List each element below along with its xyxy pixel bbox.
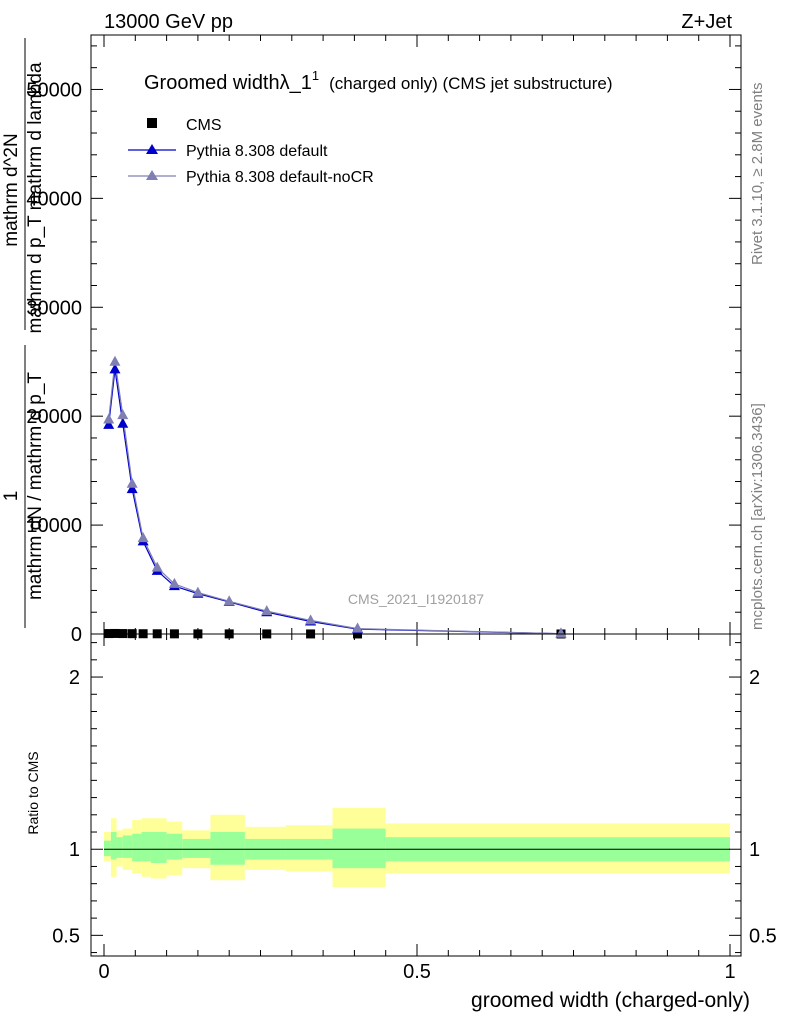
main-y-tick-label: 20000 <box>26 406 82 428</box>
series-line-2 <box>108 361 562 635</box>
main-y-tick-label: 0 <box>71 624 82 646</box>
series-2-point <box>261 605 273 616</box>
ratio-y-tick-label: 0.5 <box>52 925 80 947</box>
stat-uncertainty-band <box>210 832 245 865</box>
series-1-point <box>103 418 115 429</box>
ratio-ylabel: Ratio to CMS <box>25 751 41 834</box>
series-2-point <box>103 413 115 424</box>
ratio-plot-frame <box>90 633 742 957</box>
main-y-tick-label: 40000 <box>26 188 82 210</box>
series-2-point <box>305 614 317 625</box>
main-y-tick-label: 10000 <box>26 515 82 537</box>
plot-title-sup: 1 <box>312 68 319 83</box>
legend-label-pythia-default: Pythia 8.308 default <box>186 143 328 160</box>
plot-title-main: Groomed widthλ_1 <box>144 72 312 94</box>
legend-marker-pythia-default <box>146 144 158 154</box>
stat-uncertainty-band <box>122 835 133 858</box>
stat-uncertainty-band <box>150 832 167 864</box>
ylabel-numerator-1: 1 <box>1 491 22 502</box>
mcplots-label: mcplots.cern.ch [arXiv:1306.3436] <box>749 403 766 630</box>
ratio-y-tick-label: 2 <box>69 667 80 689</box>
ylabel-numerator-2: mathrm d^2N <box>1 133 22 246</box>
stat-uncertainty-band <box>116 837 123 858</box>
x-tick-label: 0 <box>98 961 109 983</box>
x-tick-label: 1 <box>724 961 735 983</box>
plot-title: Groomed widthλ_11 (charged only) (CMS jet… <box>144 68 613 94</box>
stat-uncertainty-band <box>132 833 142 862</box>
rivet-label: Rivet 3.1.10, ≥ 2.8M events <box>749 83 766 266</box>
legend-marker-pythia-nocr <box>146 170 158 180</box>
main-y-tick-label: 30000 <box>26 297 82 319</box>
plot-title-suffix: (charged only) (CMS jet substructure) <box>329 74 612 93</box>
main-y-tick-label: 50000 <box>26 79 82 101</box>
ylabel-denominator-2: mathrm d p_T mathrm d lambda <box>25 62 46 333</box>
legend: CMS Pythia 8.308 default Pythia 8.308 de… <box>128 117 374 186</box>
series-1-point <box>117 417 129 428</box>
main-ylabel: 1 mathrm dN / mathrm d p_T mathrm d^2N m… <box>1 38 46 628</box>
stat-uncertainty-band <box>182 838 211 858</box>
stat-uncertainty-band <box>110 832 117 860</box>
series-2-point <box>555 627 567 638</box>
stat-uncertainty-band <box>104 840 111 857</box>
header-right: Z+Jet <box>681 11 732 33</box>
series-2-point <box>168 577 180 588</box>
cms-data-point <box>110 628 120 638</box>
series-2-point <box>352 622 364 633</box>
ratio-y-tick-label-right: 2 <box>749 667 760 689</box>
series-line-1 <box>108 369 562 635</box>
x-axis-label: groomed width (charged-only) <box>471 989 750 1012</box>
series-1-point <box>126 483 138 494</box>
series-2-point <box>223 595 235 606</box>
series-1-point <box>109 363 121 374</box>
analysis-watermark: CMS_2021_I1920187 <box>348 591 484 607</box>
legend-label-cms: CMS <box>186 117 222 134</box>
series-2-point <box>137 532 149 543</box>
ratio-y-tick-label-right: 0.5 <box>749 925 777 947</box>
x-tick-label: 0.5 <box>403 961 431 983</box>
series-2-point <box>117 409 129 420</box>
stat-uncertainty-band <box>166 833 183 860</box>
stat-uncertainty-band <box>141 832 151 862</box>
series-2-point <box>192 586 204 597</box>
header-left: 13000 GeV pp <box>104 11 233 33</box>
series-2-point <box>109 355 121 366</box>
legend-label-pythia-nocr: Pythia 8.308 default-noCR <box>186 169 374 186</box>
ratio-y-tick-label: 1 <box>69 839 80 861</box>
legend-marker-cms <box>147 118 157 128</box>
ratio-y-tick-label-right: 1 <box>749 839 760 861</box>
stat-uncertainty-band <box>332 828 386 869</box>
ylabel-denominator-1: mathrm dN / mathrm d p_T <box>25 372 46 600</box>
series-2-point <box>151 561 163 572</box>
series-2-point <box>126 477 138 488</box>
